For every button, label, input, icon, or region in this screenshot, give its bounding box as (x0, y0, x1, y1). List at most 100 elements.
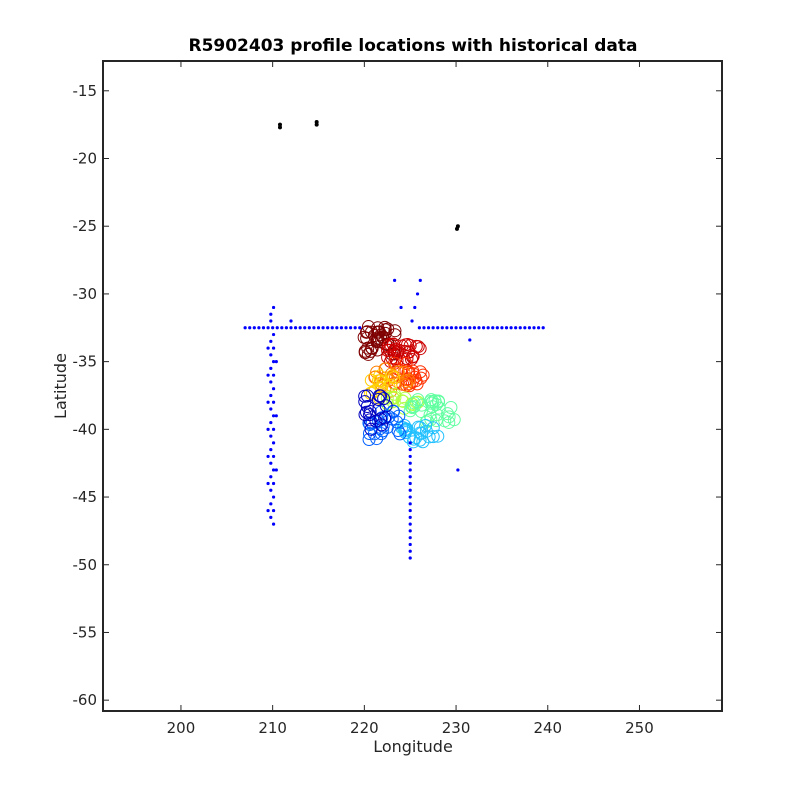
data-point (408, 468, 412, 472)
data-point (436, 326, 440, 330)
profile-circle (419, 424, 433, 438)
data-point (514, 326, 518, 330)
data-point (269, 393, 273, 398)
data-point (269, 434, 273, 438)
data-point (353, 326, 357, 330)
profile-circle (409, 339, 423, 353)
data-point (408, 549, 412, 553)
data-point (504, 326, 509, 330)
data-point (481, 326, 486, 330)
data-point (472, 326, 476, 330)
data-point (523, 326, 527, 330)
profile-circle (395, 394, 409, 408)
data-point (271, 495, 276, 499)
data-point (491, 326, 495, 330)
data-point (459, 326, 463, 330)
profile-circle (380, 391, 394, 405)
data-point (269, 475, 273, 479)
data-point (271, 427, 276, 431)
data-point (280, 326, 284, 330)
profile-circle (413, 433, 427, 447)
data-point (456, 468, 460, 472)
data-point (269, 407, 273, 411)
data-point (269, 502, 273, 506)
data-point (418, 278, 422, 282)
data-point (243, 326, 247, 330)
profile-circle (360, 399, 374, 413)
data-point (536, 326, 541, 330)
profile-circle (397, 366, 411, 380)
profile-circle (411, 393, 425, 407)
profile-circle (369, 414, 383, 428)
data-point (269, 448, 273, 452)
data-point (266, 454, 270, 459)
data-point (277, 125, 282, 130)
data-point (269, 461, 273, 465)
data-point (312, 326, 316, 330)
data-point (445, 326, 449, 330)
data-point (408, 495, 412, 499)
data-point (426, 326, 431, 330)
profile-circle (371, 374, 385, 388)
data-point (408, 502, 412, 506)
profile-circle (377, 392, 391, 406)
profile-circle (358, 346, 372, 360)
data-point (532, 326, 536, 330)
x-tick-label: 240 (533, 719, 562, 737)
profile-circle (364, 325, 378, 339)
y-tick-label: -20 (73, 150, 98, 168)
profile-circle (367, 328, 381, 342)
profile-circle (384, 378, 398, 392)
profile-circle (388, 324, 402, 338)
data-point (468, 326, 472, 330)
data-point (541, 326, 545, 330)
data-point (269, 366, 273, 370)
profile-circle (402, 373, 416, 387)
y-axis: -15 -20 -25 -30 -35 -40 -45 -50 -55 -60 (73, 82, 722, 709)
data-point (271, 454, 276, 459)
data-point (408, 475, 412, 479)
data-point (316, 326, 321, 330)
data-point (266, 346, 270, 350)
profile-circle (363, 413, 377, 427)
data-point (271, 305, 276, 310)
profile-circle (432, 401, 446, 415)
data-point (271, 332, 276, 337)
y-tick-label: -60 (73, 691, 98, 709)
data-point (269, 312, 273, 316)
data-point (266, 481, 270, 486)
data-point (454, 326, 458, 330)
data-point (289, 326, 293, 330)
data-point (408, 556, 412, 560)
profile-circle (383, 343, 397, 357)
data-point (271, 481, 276, 486)
data-point (330, 326, 334, 330)
profile-circle (401, 365, 415, 379)
data-point (266, 400, 270, 404)
data-point (321, 326, 325, 330)
profile-circle (431, 394, 445, 408)
profile-circle (413, 342, 427, 356)
data-point (269, 353, 273, 357)
profile-circle (386, 337, 400, 351)
y-tick-label: -35 (73, 353, 98, 371)
profile-circle (381, 322, 395, 336)
data-point (269, 488, 273, 492)
data-point (275, 326, 279, 330)
profile-circle (442, 410, 456, 424)
data-point (266, 373, 270, 377)
y-tick-label: -45 (73, 488, 98, 506)
profile-circle (429, 414, 443, 428)
chart-title: R5902403 profile locations with historic… (188, 36, 637, 56)
data-point (284, 326, 289, 330)
profile-circle (358, 389, 372, 403)
data-point (271, 346, 276, 350)
profile-circle (429, 398, 443, 412)
data-point (266, 508, 270, 513)
data-point (358, 326, 362, 330)
profile-circle (399, 356, 413, 370)
data-point (271, 326, 275, 330)
data-point (408, 454, 412, 459)
data-point (431, 326, 435, 330)
